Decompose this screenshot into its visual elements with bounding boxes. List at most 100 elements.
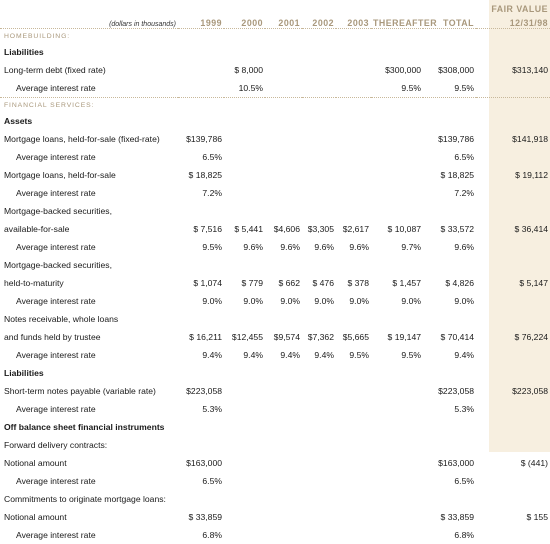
value-cell: $163,000 [186, 458, 222, 468]
row-label: and funds held by trustee [4, 332, 101, 342]
empty-cell [476, 490, 550, 508]
col-1999: 1999 [200, 18, 222, 28]
empty-cell [423, 202, 476, 220]
value-cell: 6.8% [202, 530, 222, 540]
empty-cell [423, 436, 476, 454]
fair-value-cell: $223,058 [512, 386, 548, 396]
value-cell: 9.0% [280, 296, 300, 306]
value-cell [336, 454, 371, 472]
subsection-header-row: Liabilities [0, 364, 550, 382]
row-label: Off balance sheet financial instruments [4, 422, 165, 432]
empty-cell [423, 97, 476, 112]
value-cell: $ 476 [312, 278, 334, 288]
empty-cell [224, 202, 265, 220]
value-cell [302, 79, 336, 98]
value-cell: $163,000 [438, 458, 474, 468]
empty-cell [371, 364, 423, 382]
value-cell: 9.5% [349, 350, 369, 360]
empty-cell [265, 418, 302, 436]
fair-value-cell: $ 36,414 [514, 224, 548, 234]
value-cell: $ 779 [241, 278, 263, 288]
empty-cell [423, 490, 476, 508]
empty-cell [224, 112, 265, 130]
header-row: (dollars in thousands) 1999 2000 2001 20… [0, 14, 550, 29]
value-cell: 9.0% [243, 296, 263, 306]
subsection-header-row: Liabilities [0, 43, 550, 61]
value-cell [224, 184, 265, 202]
fair-value-column-band [489, 0, 550, 452]
row-label: Assets [4, 116, 33, 126]
table-row: Average interest rate 5.3% 5.3% [0, 400, 550, 418]
table-row: Average interest rate 6.5% 6.5% [0, 148, 550, 166]
value-cell [336, 400, 371, 418]
row-label: Mortgage-backed securities, [4, 260, 112, 270]
table-row: Mortgage loans, held-for-sale $ 18,825 $ 1… [0, 166, 550, 184]
section-header-row: FINANCIAL SERVICES: [0, 97, 550, 112]
value-cell: $ 33,859 [188, 512, 222, 522]
value-cell [371, 454, 423, 472]
value-cell [265, 130, 302, 148]
table-row: Commitments to originate mortgage loans: [0, 490, 550, 508]
value-cell: $300,000 [385, 65, 421, 75]
empty-cell [476, 256, 550, 274]
empty-cell [371, 202, 423, 220]
col-total: TOTAL [442, 18, 474, 28]
value-cell [265, 148, 302, 166]
value-cell: 9.4% [314, 350, 334, 360]
empty-cell [178, 256, 224, 274]
subsection-header-row: Assets [0, 112, 550, 130]
value-cell: 9.0% [401, 296, 421, 306]
units-label: (dollars in thousands) [109, 21, 176, 28]
empty-cell [224, 43, 265, 61]
value-cell [178, 61, 224, 79]
value-cell: 9.5% [401, 350, 421, 360]
value-cell: $7,362 [307, 332, 334, 342]
value-cell [224, 166, 265, 184]
empty-cell [302, 112, 336, 130]
empty-cell [423, 364, 476, 382]
value-cell: $223,058 [186, 386, 222, 396]
value-cell: $ 18,825 [440, 170, 474, 180]
empty-cell [265, 256, 302, 274]
value-cell: $3,305 [307, 224, 334, 234]
value-cell [302, 382, 336, 400]
fair-value-cell: $ 76,224 [514, 332, 548, 342]
row-label: available-for-sale [4, 224, 70, 234]
empty-cell [476, 97, 550, 112]
col-2002: 2002 [312, 18, 334, 28]
value-cell: 9.5% [454, 83, 474, 93]
value-cell: $9,574 [273, 332, 300, 342]
value-cell [302, 526, 336, 544]
table-row: Average interest rate 6.8% 6.8% [0, 526, 550, 544]
empty-cell [224, 256, 265, 274]
value-cell [265, 400, 302, 418]
col-2003: 2003 [347, 18, 369, 28]
empty-cell [265, 436, 302, 454]
fair-value-cell [476, 238, 550, 256]
empty-cell [224, 364, 265, 382]
value-cell: $ 18,825 [188, 170, 222, 180]
value-cell: 9.6% [314, 242, 334, 252]
empty-cell [336, 202, 371, 220]
empty-cell [423, 256, 476, 274]
empty-cell [371, 112, 423, 130]
row-label: Mortgage loans, held-for-sale [4, 170, 116, 180]
empty-cell [178, 28, 224, 43]
row-label: FINANCIAL SERVICES: [0, 97, 178, 112]
empty-cell [371, 28, 423, 43]
fair-value-cell: $ (441) [520, 458, 548, 468]
table-row: held-to-maturity $ 1,074 $ 779 $ 662 $ 476 $ … [0, 274, 550, 292]
value-cell [265, 79, 302, 98]
value-cell: $ 16,211 [189, 332, 222, 342]
value-cell: $ 19,147 [387, 332, 421, 342]
row-label: Average interest rate [16, 188, 96, 198]
value-cell [336, 79, 371, 98]
empty-cell [476, 43, 550, 61]
empty-cell [423, 28, 476, 43]
value-cell: 9.4% [454, 350, 474, 360]
empty-cell [371, 310, 423, 328]
empty-cell [371, 436, 423, 454]
value-cell [302, 508, 336, 526]
value-cell [224, 382, 265, 400]
table-row: Forward delivery contracts: [0, 436, 550, 454]
